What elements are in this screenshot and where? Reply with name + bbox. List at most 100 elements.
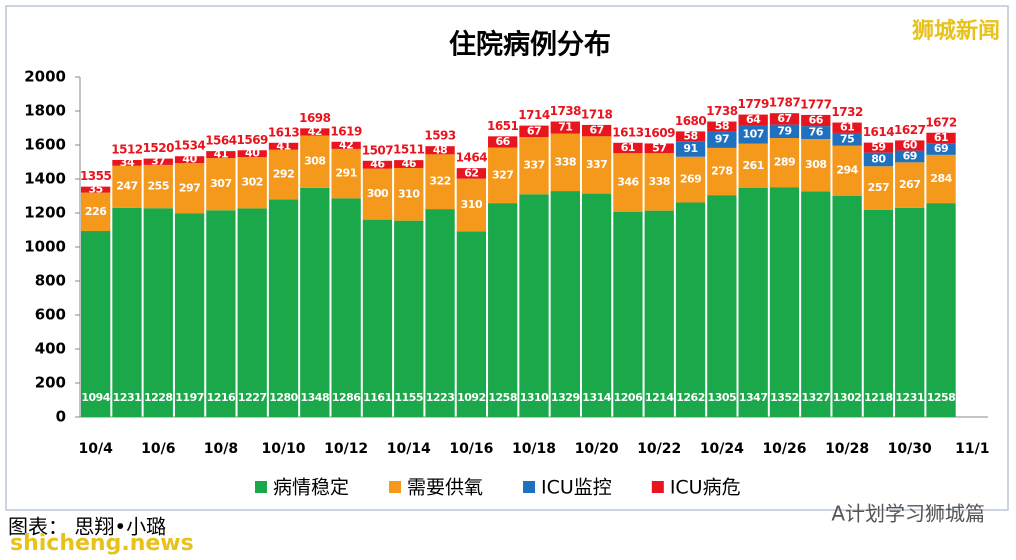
bar-segment <box>268 149 299 200</box>
value-label: 1310 <box>520 391 549 404</box>
bar-segment <box>112 165 142 208</box>
bar-segment <box>863 209 894 417</box>
value-label: 310 <box>398 187 420 200</box>
y-tick-label: 0 <box>56 408 66 426</box>
bar-segment <box>738 114 768 126</box>
legend-label: ICU监控 <box>541 477 612 499</box>
value-label: 60 <box>903 139 918 152</box>
value-label: 58 <box>683 129 697 142</box>
value-label: 71 <box>558 121 572 134</box>
bar-segment <box>644 143 674 154</box>
bar-segment <box>268 142 299 150</box>
y-tick-label: 200 <box>35 374 66 392</box>
legend-label: ICU病危 <box>670 477 741 499</box>
watermark: 狮城新闻 <box>912 18 1000 44</box>
value-label: 40 <box>182 153 197 166</box>
bar-segment <box>456 178 487 232</box>
value-label: 255 <box>148 180 169 193</box>
bar-segment <box>863 152 894 167</box>
bar-segment <box>237 150 267 158</box>
bar-segment <box>237 157 267 209</box>
bar-segment <box>425 209 455 417</box>
value-label: 278 <box>711 165 732 178</box>
bar-segment <box>81 192 111 232</box>
bar-segment <box>707 195 737 417</box>
total-label: 1627 <box>894 123 926 137</box>
bar-segment <box>707 131 737 148</box>
value-label: 66 <box>496 135 511 148</box>
value-label: 337 <box>523 159 544 172</box>
value-label: 1092 <box>457 391 486 404</box>
x-tick-label: 10/18 <box>512 441 556 457</box>
value-label: 1347 <box>739 391 768 404</box>
bar-segment <box>206 210 236 417</box>
value-label: 107 <box>742 128 763 141</box>
bar-segment <box>425 146 455 155</box>
value-label: 58 <box>715 119 729 132</box>
total-label: 1680 <box>675 114 707 128</box>
bar-segment <box>519 125 549 138</box>
value-label: 46 <box>370 158 385 171</box>
value-label: 307 <box>210 177 231 190</box>
bar-segment <box>456 231 487 417</box>
value-label: 322 <box>429 175 450 188</box>
bar-segment <box>769 138 800 188</box>
total-label: 1613 <box>612 125 644 139</box>
value-label: 1352 <box>770 391 799 404</box>
value-label: 1214 <box>645 391 674 404</box>
bar-segment <box>707 147 737 196</box>
value-label: 67 <box>527 124 541 137</box>
y-tick-label: 1600 <box>24 136 66 154</box>
bar-segment <box>519 137 549 195</box>
y-tick-label: 600 <box>35 306 66 324</box>
y-tick-label: 400 <box>35 340 66 358</box>
bar-segment <box>644 210 674 417</box>
wechat: A计划学习狮城篇 <box>831 502 985 526</box>
value-label: 1227 <box>238 391 267 404</box>
value-label: 67 <box>589 124 603 137</box>
x-tick-label: 10/20 <box>575 441 619 457</box>
bar-segment <box>738 143 768 189</box>
value-label: 1223 <box>426 391 455 404</box>
x-tick-label: 10/10 <box>261 441 305 457</box>
bar-segment <box>488 147 518 204</box>
value-label: 346 <box>617 176 639 189</box>
x-tick-label: 10/8 <box>204 441 238 457</box>
bar-segment <box>644 153 674 211</box>
y-tick-label: 1800 <box>24 102 66 120</box>
value-label: 308 <box>304 155 325 168</box>
value-label: 327 <box>492 168 513 181</box>
value-label: 257 <box>868 181 889 194</box>
value-label: 1216 <box>207 391 236 404</box>
bar-segment <box>801 139 831 192</box>
bar-segment <box>926 203 956 417</box>
bar-segment <box>581 124 612 137</box>
bar-segment <box>581 193 612 417</box>
value-label: 1228 <box>144 391 173 404</box>
bar-segment <box>801 126 831 140</box>
total-label: 1787 <box>769 96 801 110</box>
value-label: 69 <box>903 149 917 162</box>
bar-segment <box>707 121 737 132</box>
chart-title: 住院病例分布 <box>449 29 611 61</box>
bar-segment <box>926 132 956 144</box>
bar-segment <box>832 145 862 196</box>
site: shicheng.news <box>10 531 194 556</box>
value-label: 291 <box>335 167 356 180</box>
bar-segment <box>895 140 925 151</box>
value-label: 1329 <box>551 391 580 404</box>
value-label: 1302 <box>833 391 862 404</box>
bar-segment <box>675 141 706 157</box>
value-label: 1197 <box>175 391 204 404</box>
value-label: 297 <box>179 181 200 194</box>
total-label: 1738 <box>550 104 582 118</box>
value-label: 80 <box>871 152 886 165</box>
value-label: 1286 <box>332 391 361 404</box>
bar-segment <box>895 150 925 163</box>
total-label: 1698 <box>299 111 331 125</box>
bar-segment <box>675 156 706 203</box>
value-label: 261 <box>742 159 763 172</box>
bar-segment <box>206 151 236 159</box>
value-label: 34 <box>120 156 135 169</box>
bar-segment <box>550 191 580 417</box>
